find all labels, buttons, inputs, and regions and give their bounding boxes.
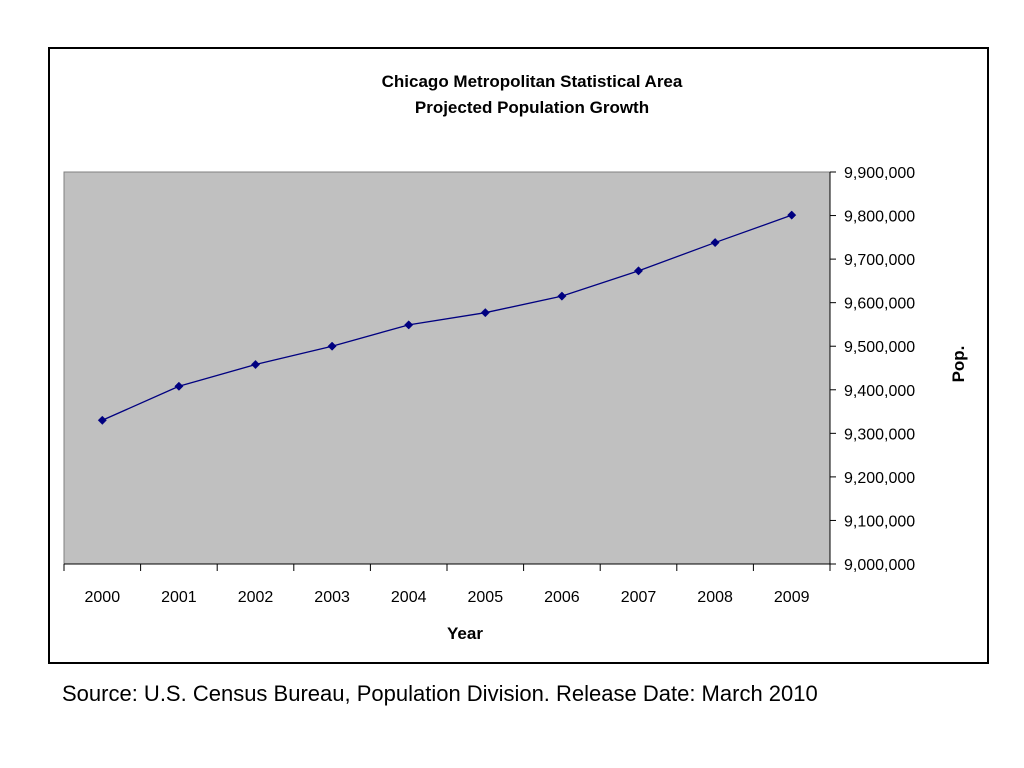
data-point — [250, 359, 261, 370]
plot-area — [63, 171, 831, 565]
x-tick-label: 2005 — [468, 589, 504, 606]
data-point — [557, 291, 567, 301]
y-tick-label: 9,600,000 — [844, 296, 915, 313]
x-axis-title: Year — [447, 624, 483, 643]
x-tick-label: 2003 — [314, 589, 350, 606]
data-point — [404, 320, 414, 330]
y-tick-label: 9,900,000 — [844, 165, 915, 182]
y-tick-label: 9,000,000 — [844, 557, 915, 574]
data-point — [787, 210, 797, 220]
x-tick-label: 2008 — [697, 589, 733, 606]
data-point — [710, 238, 720, 248]
data-point — [327, 341, 337, 351]
data-point — [633, 266, 644, 276]
x-tick-label: 2006 — [544, 589, 580, 606]
y-axis-title: Pop. — [949, 346, 968, 383]
y-tick-label: 9,400,000 — [844, 383, 915, 400]
y-tick-label: 9,500,000 — [844, 339, 915, 356]
chart-title-line: Projected Population Growth — [415, 98, 649, 117]
data-point — [97, 415, 107, 425]
x-tick-label: 2004 — [391, 589, 427, 606]
x-tick-label: 2002 — [238, 589, 274, 606]
chart-frame: Chicago Metropolitan Statistical Area Pro… — [48, 47, 989, 664]
source-note: Source: U.S. Census Bureau, Population D… — [62, 681, 818, 706]
y-tick-label: 9,100,000 — [844, 513, 915, 530]
y-tick-label: 9,800,000 — [844, 209, 915, 226]
x-tick-label: 2001 — [161, 589, 197, 606]
x-tick-label: 2009 — [774, 589, 810, 606]
data-point — [480, 308, 490, 318]
series-line — [102, 214, 792, 421]
line-chart: Chicago Metropolitan Statistical Area Pro… — [63, 72, 968, 643]
x-tick-label: 2000 — [85, 589, 121, 606]
y-tick-label: 9,300,000 — [844, 426, 915, 443]
x-tick-label: 2007 — [621, 589, 657, 606]
data-point — [174, 381, 184, 391]
y-tick-label: 9,700,000 — [844, 252, 915, 269]
chart-title-line: Chicago Metropolitan Statistical Area — [382, 72, 683, 91]
y-tick-label: 9,200,000 — [844, 470, 915, 487]
